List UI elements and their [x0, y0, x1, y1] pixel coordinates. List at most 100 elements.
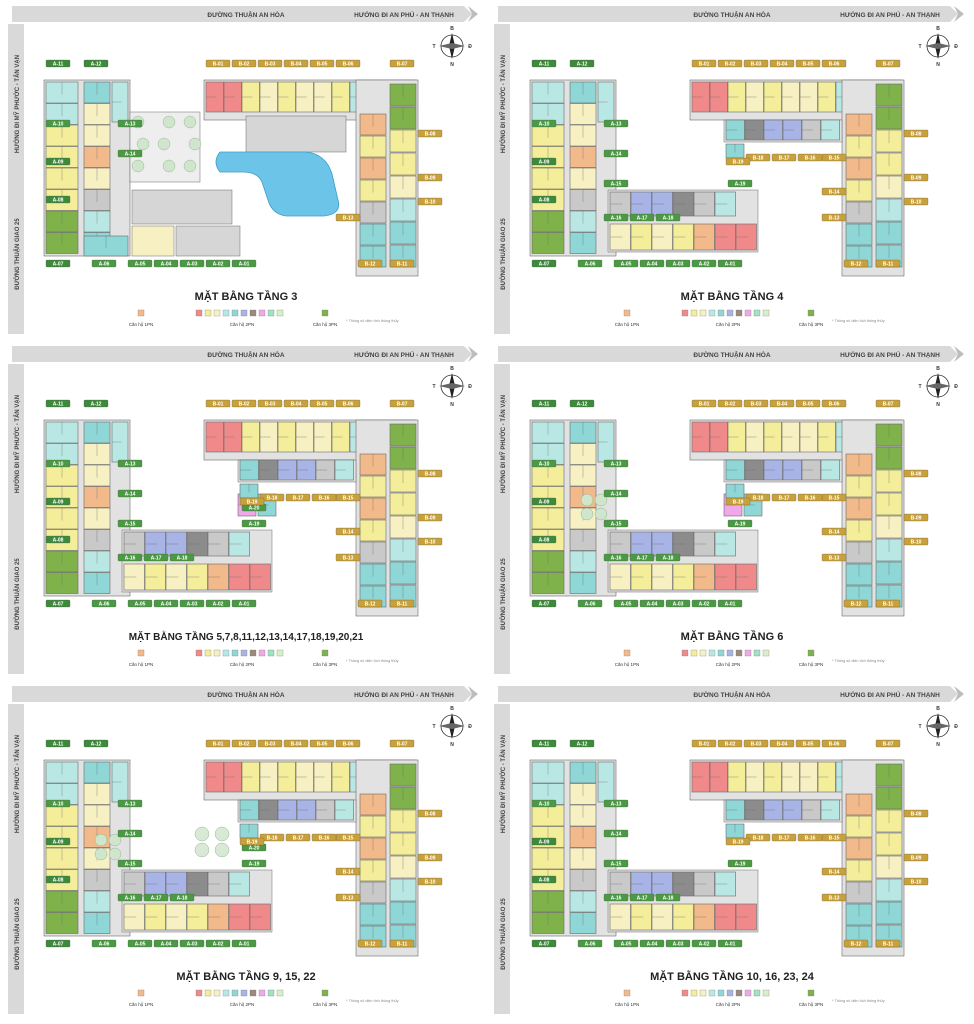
apartment-unit: [239, 459, 259, 481]
apartment-unit: [186, 563, 208, 591]
apartment-unit: [672, 871, 694, 897]
unit-tag: A-11: [45, 59, 71, 68]
unit-tag: B-17: [771, 153, 797, 162]
unit-code: A-03: [187, 602, 198, 608]
unit-code: B-14: [829, 190, 840, 196]
apartment-unit: [845, 859, 873, 882]
apartment-unit: [875, 221, 903, 245]
apartment-unit: [45, 124, 79, 147]
unit-code: B-01: [699, 62, 710, 68]
unit-tag: A-14: [117, 489, 143, 498]
unit-code: A-14: [611, 492, 622, 498]
compass-west: T: [432, 384, 435, 390]
left-street-label: ĐƯỜNG THUẬN GIAO 25: [13, 558, 21, 630]
unit-tag: B-19: [239, 497, 265, 506]
unit-tag: A-04: [639, 599, 665, 608]
floor-plan-drawing: ĐƯỜNG THUẬN AN HÒA HƯỚNG ĐI AN PHÚ - AN T…: [8, 686, 478, 1014]
floor-plan-panel: ĐƯỜNG THUẬN AN HÒA HƯỚNG ĐI AN PHÚ - AN T…: [492, 344, 970, 676]
unit-tag: A-05: [613, 939, 639, 948]
apartment-unit: [569, 869, 597, 891]
legend-1pn-label: Căn hộ 1PN: [615, 662, 640, 667]
unit-code: A-06: [585, 602, 596, 608]
apartment-unit: [875, 855, 903, 879]
apartment-unit: [781, 761, 800, 793]
unit-tag: A-09: [45, 497, 71, 506]
apartment-unit: [83, 572, 111, 594]
left-street-banner: [494, 364, 510, 674]
floor-plan-drawing: ĐƯỜNG THUẬN AN HÒA HƯỚNG ĐI AN PHÚ - AN T…: [494, 686, 964, 1014]
compass-icon: [439, 33, 465, 59]
unit-tag: B-07: [875, 399, 901, 408]
apartment-unit: [295, 761, 314, 793]
apartment-unit: [735, 563, 757, 591]
unit-code: A-01: [239, 602, 250, 608]
unit-code: B-04: [291, 402, 302, 408]
unit-code: B-08: [911, 132, 922, 138]
unit-tag: A-13: [117, 119, 143, 128]
unit-tag: B-12: [357, 259, 383, 268]
apartment-unit: [277, 81, 296, 113]
apartment-unit: [228, 871, 250, 897]
apartment-unit: [83, 507, 111, 530]
apartment-unit: [277, 421, 296, 453]
left-street-banner: [8, 364, 24, 674]
unit-code: A-13: [611, 802, 622, 808]
unit-code: A-11: [53, 742, 64, 748]
unit-code: B-19: [733, 840, 744, 846]
unit-code: B-05: [803, 62, 814, 68]
apartment-unit: [875, 129, 903, 153]
unit-code: A-15: [611, 522, 622, 528]
apartment-unit: [569, 103, 597, 125]
apartment-unit: [207, 903, 229, 931]
apartment-unit: [875, 515, 903, 539]
unit-tag: A-13: [117, 799, 143, 808]
unit-tag: A-07: [45, 259, 71, 268]
unit-code: A-12: [577, 402, 588, 408]
apartment-unit: [83, 550, 111, 573]
unit-code: A-03: [187, 942, 198, 948]
compass-icon: [925, 33, 951, 59]
apartment-unit: [744, 459, 764, 481]
apartment-unit: [334, 459, 354, 481]
unit-tag: A-13: [117, 459, 143, 468]
apartment-unit: [45, 464, 79, 487]
apartment-unit: [782, 799, 802, 821]
apartment-unit: [228, 903, 250, 931]
unit-tag: B-14: [821, 187, 847, 196]
apartment-unit: [725, 459, 745, 481]
unit-code: A-18: [177, 556, 188, 562]
apartment-unit: [531, 124, 565, 147]
apartment-unit: [875, 561, 903, 585]
unit-tag: A-15: [603, 859, 629, 868]
apartment-unit: [111, 421, 129, 463]
unit-code: A-16: [125, 556, 136, 562]
unit-tag: A-05: [127, 599, 153, 608]
unit-code: B-13: [829, 556, 840, 562]
apartment-unit: [83, 783, 111, 805]
apartment-unit: [205, 421, 224, 453]
unit-tag: B-16: [797, 493, 823, 502]
unit-code: B-03: [265, 62, 276, 68]
unit-tag: B-01: [205, 399, 231, 408]
unit-code: B-17: [779, 156, 790, 162]
apartment-unit: [820, 119, 840, 141]
apartment-unit: [630, 871, 652, 897]
unit-tag: A-18: [655, 553, 681, 562]
unit-code: A-19: [249, 862, 260, 868]
apartment-unit: [569, 804, 597, 827]
apartment-unit: [359, 223, 387, 246]
unit-code: B-13: [343, 896, 354, 902]
unit-code: A-13: [611, 462, 622, 468]
unit-tag: B-10: [417, 537, 443, 546]
top-street-label: ĐƯỜNG THUẬN AN HÒA: [207, 10, 284, 19]
apartment-unit: [845, 453, 873, 476]
apartment-unit: [609, 191, 631, 217]
apartment-unit: [845, 135, 873, 158]
apartment-unit: [709, 81, 728, 113]
apartment-unit: [315, 799, 335, 821]
unit-tag: A-14: [603, 149, 629, 158]
unit-code: B-07: [883, 62, 894, 68]
apartment-unit: [296, 459, 316, 481]
unit-code: B-15: [829, 496, 840, 502]
apartment-unit: [531, 421, 565, 444]
